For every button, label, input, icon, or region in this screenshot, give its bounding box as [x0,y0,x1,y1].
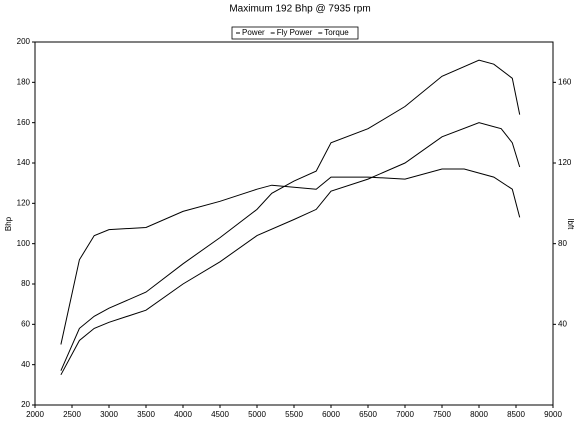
y-tick-label: 60 [21,319,30,328]
y-tick-label: 80 [21,279,30,288]
x-tick-label: 7000 [396,410,414,419]
legend: Power Fly Power Torque [236,28,349,37]
x-tick-label: 4000 [174,410,192,419]
y-tick-label: 140 [17,158,31,167]
x-tick-label: 2000 [26,410,44,419]
y-tick-label: 160 [17,118,31,127]
x-tick-label: 3000 [100,410,118,419]
x-tick-label: 4500 [211,410,229,419]
x-tick-label: 8500 [507,410,525,419]
y2-axis-label: lbft [566,219,575,230]
y2-tick-label: 160 [558,77,572,86]
y-axis-label: Bhp [4,216,13,231]
x-tick-label: 6500 [359,410,377,419]
y-tick-label: 200 [17,37,31,46]
x-tick-label: 9000 [544,410,562,419]
y-tick-label: 20 [21,400,30,409]
legend-box [231,26,359,40]
series-line [60,168,521,345]
y2-tick-label: 120 [558,158,572,167]
x-tick-label: 5000 [248,410,266,419]
y-tick-label: 100 [17,239,31,248]
chart-title: Maximum 192 Bhp @ 7935 rpm [229,4,370,15]
y-tick-label: 120 [17,198,31,207]
x-tick-label: 8000 [470,410,488,419]
y2-tick-label: 40 [558,319,567,328]
y-tick-label: 180 [17,77,31,86]
x-tick-label: 3500 [137,410,155,419]
legend-label: Power [242,28,265,37]
x-tick-label: 7500 [433,410,451,419]
x-tick-label: 2500 [63,410,81,419]
x-tick-label: 5500 [285,410,303,419]
x-tick-label: 6000 [322,410,340,419]
plot-frame [34,41,554,406]
y-tick-label: 40 [21,360,30,369]
legend-label: Torque [324,28,349,37]
series-line [60,59,521,371]
legend-label: Fly Power [277,28,313,37]
y2-tick-label: 80 [558,239,567,248]
series-line [60,122,521,376]
